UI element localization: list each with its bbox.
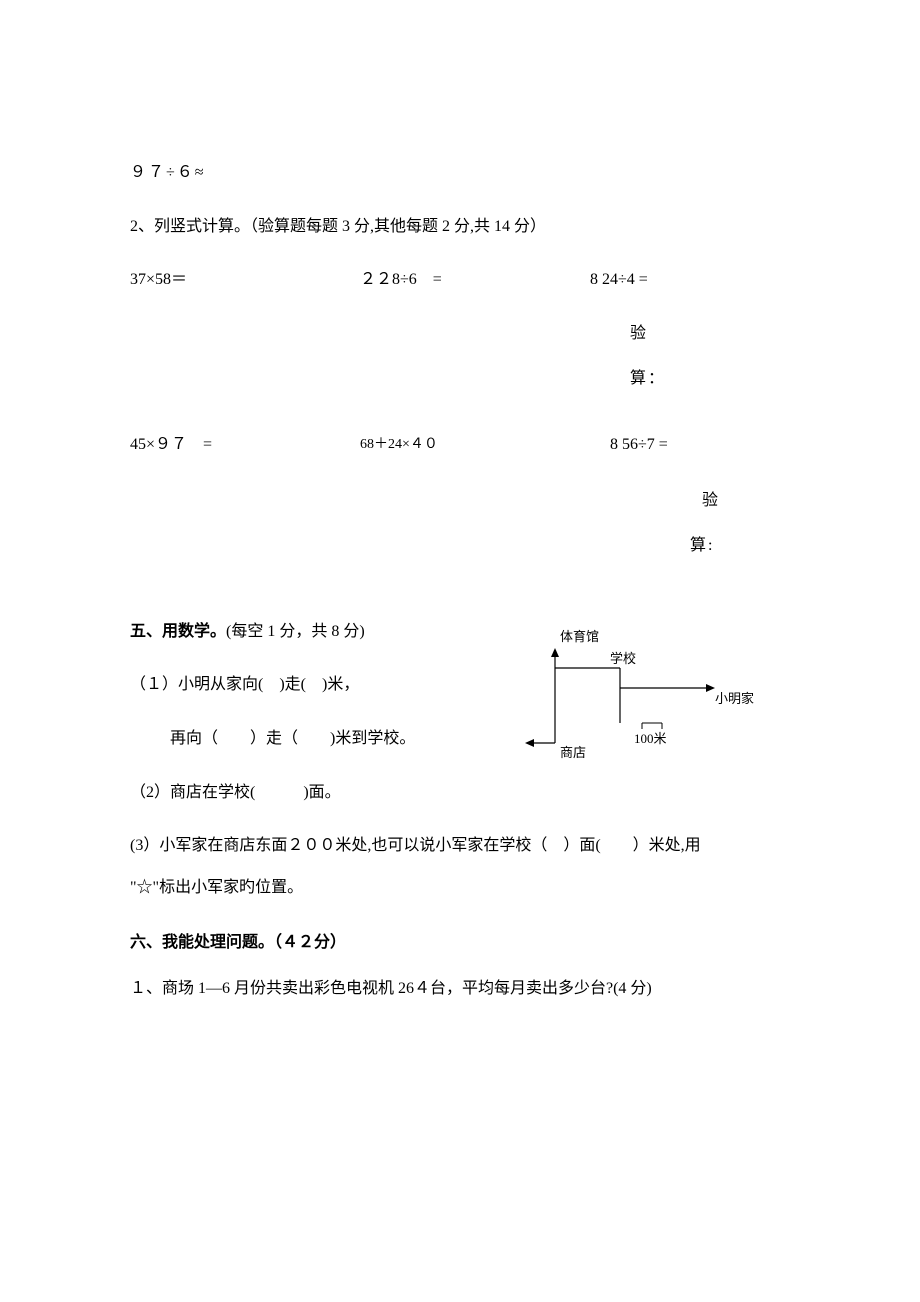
verify-block-2: 验 算: [690, 488, 790, 559]
problem-2-instruction: 2、列竖式计算。（验算题每题 3 分,其他每题 2 分,共 14 分） [130, 214, 790, 240]
q5-3-line-b: "☆"标出小军家旳位置。 [130, 875, 790, 901]
verify-block-1: 验 算： [630, 321, 790, 392]
q5-3-line-a: (3）小军家在商店东面２００米处,也可以说小军家在学校（ ）面( ）米处,用 [130, 833, 790, 859]
calc-824div4: 8 24÷4 = [590, 267, 790, 293]
q5-1-line-b: 再向（ ）走（ )米到学校。 [130, 726, 500, 752]
arrow-right-home-icon [706, 684, 715, 692]
verify-1-char-1: 验 [630, 321, 790, 347]
q6-1: １、商场 1—6 月份共卖出彩色电视机 26４台，平均每月卖出多少台?(4 分) [130, 976, 790, 1002]
section-5-wrap: 五、用数学。(每空 1 分，共 8 分) （１）小明从家向( )走( )米， 再… [130, 619, 790, 780]
section-5-heading: 五、用数学。(每空 1 分，共 8 分) [130, 619, 500, 645]
section-5-title: 五、用数学。 [130, 623, 226, 640]
arrow-left-shop-icon [525, 739, 534, 747]
calc-row-b: 45×９７ = 68＋24×４０ 8 56÷7 = [130, 432, 790, 458]
verify-1-char-2: 算： [630, 366, 790, 392]
page-container: ９７÷６≈ 2、列竖式计算。（验算题每题 3 分,其他每题 2 分,共 14 分… [0, 0, 920, 1130]
section-5-points: (每空 1 分，共 8 分) [226, 623, 365, 640]
map-svg: 体育馆 学校 小明家 商店 100米 [510, 623, 770, 763]
label-scale: 100米 [634, 731, 667, 746]
calc-37x58: 37×58＝ [130, 267, 360, 293]
arrow-up-icon [551, 648, 559, 657]
verify-2-char-1: 验 [690, 488, 790, 514]
direction-diagram: 体育馆 学校 小明家 商店 100米 [500, 619, 790, 772]
label-gym: 体育馆 [560, 629, 599, 644]
calc-row-a: 37×58＝ ２２8÷6 = 8 24÷4 = [130, 267, 790, 293]
problem-div-approx: ９７÷６≈ [130, 160, 790, 186]
verify-2-char-2: 算: [690, 533, 790, 559]
label-shop: 商店 [560, 745, 586, 760]
section-5-text: 五、用数学。(每空 1 分，共 8 分) （１）小明从家向( )走( )米， 再… [130, 619, 500, 780]
calc-45x97: 45×９７ = [130, 432, 360, 458]
calc-68plus24x40: 68＋24×４０ [360, 432, 590, 456]
label-home: 小明家 [715, 691, 754, 706]
q5-2: （2）商店在学校( )面。 [130, 780, 790, 806]
calc-856div7: 8 56÷7 = [590, 432, 790, 458]
q5-1-line-a: （１）小明从家向( )走( )米， [130, 672, 500, 698]
calc-228div6: ２２8÷6 = [360, 267, 590, 293]
label-school: 学校 [610, 651, 636, 666]
section-6-title: 六、我能处理问题。（４２分） [130, 930, 790, 956]
